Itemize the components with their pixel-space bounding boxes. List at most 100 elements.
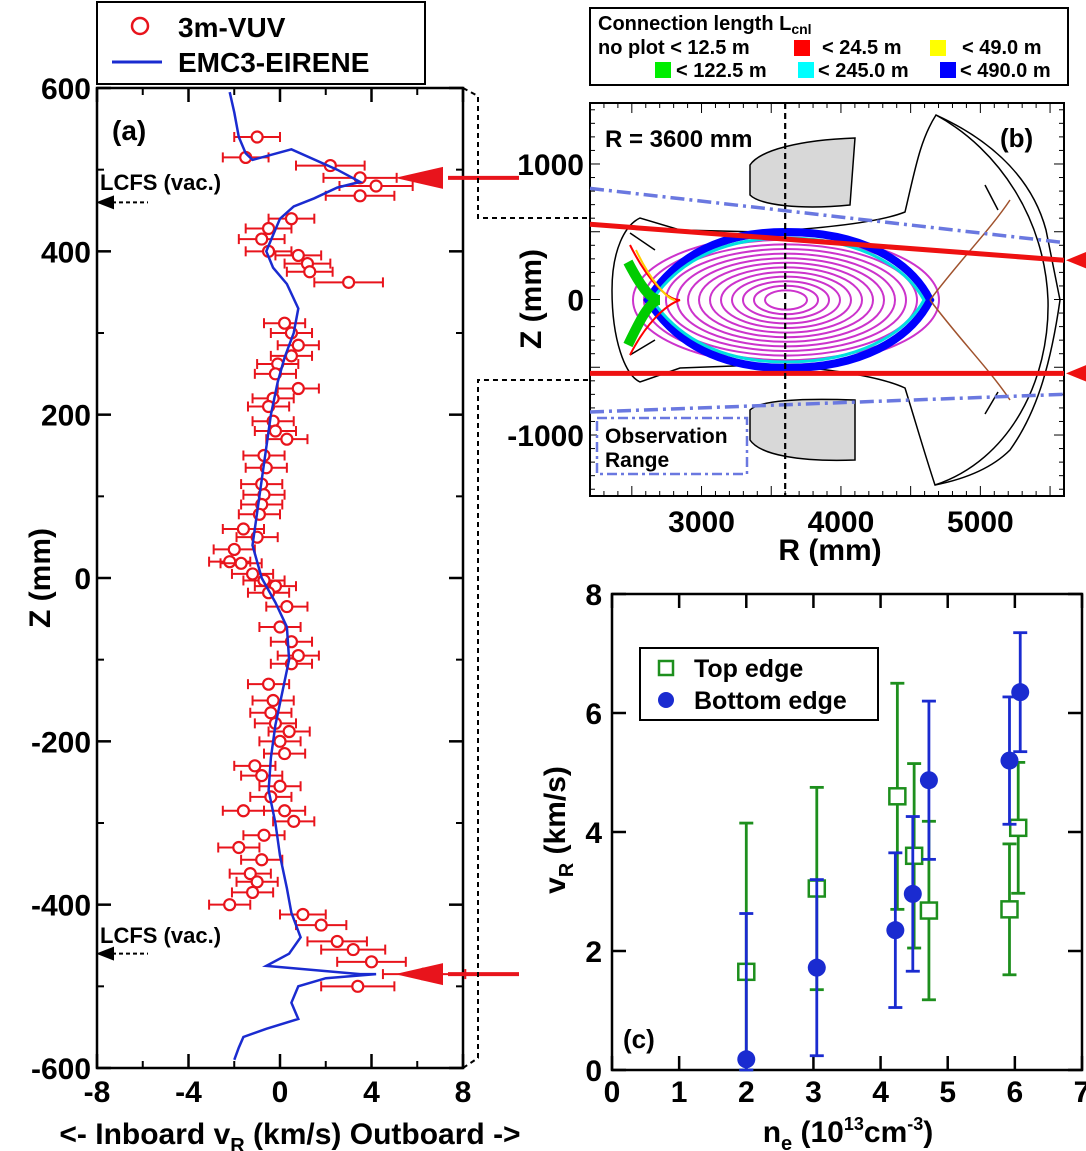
legend-a-marker-vuv: [130, 16, 150, 36]
top-edge-point: [1000, 842, 1019, 977]
vuv-point: [228, 867, 272, 881]
vuv-point: [276, 648, 320, 663]
vuv-marker: [245, 567, 260, 581]
c-xtick-label-4: 4: [872, 1076, 889, 1109]
vuv-marker: [250, 875, 264, 889]
legend-c: Top edge Bottom edge: [639, 647, 879, 721]
xlabel-c-sup: 13: [844, 1114, 864, 1134]
divertor-plate-1: [629, 232, 656, 251]
zoom-connector-bottom: [462, 379, 590, 1069]
xlabel-c-main: n: [763, 1116, 781, 1149]
top-edge-marker: [888, 787, 907, 806]
vuv-marker: [273, 734, 287, 748]
vuv-point: [258, 779, 302, 793]
vuv-marker: [223, 555, 237, 569]
a-ytick-label--400: -400: [31, 890, 91, 923]
legend-c-box: [639, 647, 879, 721]
ylabel-b: Z (mm): [515, 249, 548, 349]
c-xtick-label-6: 6: [1007, 1076, 1024, 1109]
xlabel-c: ne (1013cm-3): [763, 1114, 934, 1151]
a-ytick-label--200: -200: [31, 726, 91, 759]
vuv-point: [249, 706, 293, 720]
vuv-point: [219, 556, 263, 570]
c-xtick-label-2: 2: [738, 1076, 755, 1109]
legend-b-swatch-red: [794, 40, 810, 56]
xlabel-c-end: ): [923, 1116, 933, 1149]
vuv-point: [244, 244, 293, 258]
sight-lines: [589, 103, 1086, 496]
b-ytick-label-0: 0: [567, 285, 584, 318]
r-line-label: R = 3600 mm: [605, 126, 752, 153]
vuv-point: [324, 189, 396, 203]
legend-a-label-emc3: EMC3-EIRENE: [178, 47, 369, 78]
xlabel-a-main: <- Inboard v: [59, 1118, 230, 1151]
c-xtick-label-3: 3: [805, 1076, 822, 1109]
a-xtick-label-0: 0: [272, 1076, 289, 1109]
lcfs-bottom-arrow: [96, 946, 114, 961]
vuv-marker: [257, 828, 271, 842]
vuv-marker: [314, 918, 328, 932]
observation-range-box: [595, 416, 749, 476]
vuv-marker: [287, 814, 301, 828]
top-edge-marker: [919, 901, 939, 920]
bottom-edge-point: [886, 851, 905, 1009]
divertor-plate-3: [984, 184, 999, 211]
coils: [749, 137, 856, 462]
vuv-marker: [223, 898, 237, 912]
bottom-edge-marker: [919, 771, 938, 790]
lcfs-top-arrow: [96, 195, 114, 210]
legend-b-label-yellow: < 49.0 m: [962, 37, 1042, 59]
bottom-edge-point: [1011, 631, 1030, 754]
vessel-outer-arc: [934, 114, 1049, 486]
vuv-point: [338, 179, 414, 193]
bottom-edge-marker: [903, 884, 922, 903]
top-edge-point: [888, 681, 907, 911]
c-ytick-label-6: 6: [585, 698, 602, 731]
bottom-edge-marker: [807, 958, 826, 977]
vuv-marker: [364, 955, 379, 969]
lcfs-top-label: LCFS (vac.): [100, 170, 221, 195]
c-ytick-label-2: 2: [585, 936, 602, 969]
a-ytick-label-400: 400: [41, 236, 91, 269]
a-ytick-label-200: 200: [41, 400, 91, 433]
vuv-marker: [232, 840, 246, 855]
legend-c-marker-top: [657, 659, 675, 677]
legend-b-label-red: < 24.5 m: [822, 37, 902, 59]
vuv-point: [272, 814, 316, 828]
vuv-marker: [236, 522, 250, 536]
vuv-marker: [261, 677, 276, 691]
lcfs-bottom-label: LCFS (vac.): [100, 923, 221, 948]
bottom-edge-point: [737, 912, 756, 1072]
vuv-marker: [291, 248, 305, 263]
vuv-point: [274, 248, 323, 263]
c-ytick-label-4: 4: [585, 817, 602, 850]
vuv-point: [217, 840, 261, 855]
vuv-marker: [234, 556, 248, 570]
emc3-line: [228, 91, 377, 1061]
vuv-point: [235, 875, 279, 889]
zoom-connectors: [462, 87, 590, 1069]
vuv-marker: [291, 338, 305, 352]
vuv-marker: [280, 432, 294, 446]
vuv-point: [233, 130, 281, 144]
vuv-marker: [255, 853, 269, 867]
observation-range_bottom: [589, 392, 1065, 414]
lcfs-annotations: LCFS (vac.) LCFS (vac.): [96, 170, 221, 961]
vuv-point: [267, 724, 311, 739]
bottom-edge-marker: [886, 921, 905, 940]
vuv-marker: [243, 867, 257, 881]
vuv-marker: [291, 381, 305, 396]
bottom-edge-marker: [1011, 683, 1030, 702]
vuv-point: [244, 461, 288, 475]
vuv-point: [258, 734, 302, 748]
xlabel-c-sub: e: [781, 1133, 792, 1151]
legend-b-noplot: no plot < 12.5 m: [598, 37, 750, 59]
vuv-marker: [282, 724, 296, 739]
panel-label-b: (b): [1000, 123, 1033, 153]
vuv-point: [265, 599, 309, 614]
vuv-point: [221, 804, 265, 818]
a-xtick-label-8: 8: [455, 1076, 472, 1109]
a-ytick-label-600: 600: [41, 73, 91, 106]
vuv-marker: [277, 316, 292, 330]
vuv-point: [208, 898, 252, 912]
